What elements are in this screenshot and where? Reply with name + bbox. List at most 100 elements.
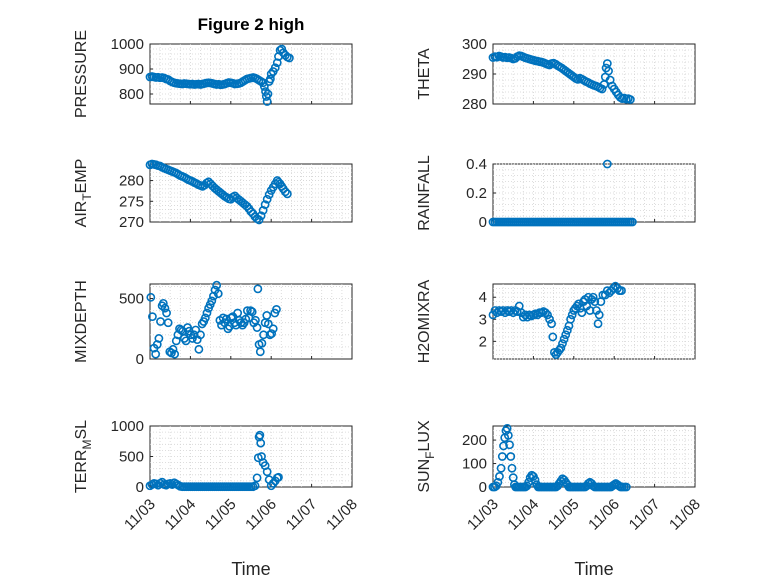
- data-point: [262, 467, 272, 477]
- data-point: [621, 482, 631, 492]
- data-point: [255, 430, 265, 440]
- data-point: [261, 87, 270, 96]
- data-point: [202, 308, 212, 318]
- data-point: [506, 306, 516, 315]
- data-point: [282, 189, 292, 199]
- data-point: [284, 53, 294, 63]
- data-point: [194, 344, 204, 354]
- y-tick-label: 280: [462, 96, 487, 113]
- y-tick-label: 275: [119, 193, 144, 210]
- data-point: [507, 463, 517, 473]
- data-point: [627, 217, 637, 227]
- data-point: [556, 343, 566, 353]
- data-point: [160, 303, 170, 313]
- data-point: [274, 472, 283, 482]
- y-axis-label: TERRMSL: [73, 420, 94, 493]
- data-point: [604, 66, 613, 76]
- y-tick-label: 290: [462, 66, 487, 83]
- series-markers: [146, 280, 281, 359]
- y-axis-label-text: SUN: [416, 459, 433, 493]
- x-tick-label: 11/03: [464, 496, 502, 534]
- data-point: [167, 480, 177, 489]
- data-point: [508, 308, 518, 318]
- y-tick-label: 500: [119, 291, 144, 308]
- y-axis-label-rest: SL: [73, 420, 90, 440]
- data-point: [152, 340, 162, 349]
- data-point: [498, 306, 508, 315]
- data-point: [200, 313, 210, 323]
- y-axis-label-text: TERR: [73, 450, 90, 494]
- data-point: [170, 349, 180, 359]
- y-axis-label: AIRTEMP: [73, 159, 94, 228]
- y-axis-label-text: MIXDEPTH: [73, 280, 90, 363]
- y-axis-label: H2OMIXRA: [416, 279, 433, 363]
- data-point: [263, 319, 273, 329]
- data-point: [252, 323, 262, 332]
- subplot-2: 280 290 300 THETA: [416, 36, 696, 113]
- y-axis-label-text: H2OMIXRA: [416, 279, 433, 363]
- data-point: [246, 306, 255, 316]
- data-point: [270, 63, 280, 73]
- data-point: [196, 330, 205, 340]
- y-axis-label-rest: EMP: [73, 159, 90, 194]
- y-tick-label: 0.2: [466, 185, 487, 202]
- subplot-7: 0 500 1000 TERRMSL 11/03 11/04 11/05 11/06 11/07…: [73, 418, 361, 534]
- data-point: [530, 475, 540, 485]
- data-point: [260, 200, 270, 209]
- data-point: [520, 310, 530, 320]
- data-point: [562, 325, 572, 335]
- data-point: [593, 319, 603, 329]
- data-point: [158, 298, 168, 308]
- y-axis-label: RAINFALL: [416, 155, 433, 231]
- data-point: [280, 187, 290, 197]
- subplot-1: 800 900 1000 PRESSURE: [73, 30, 353, 118]
- y-tick-label: 1000: [111, 418, 144, 435]
- data-point: [558, 339, 567, 348]
- series-markers: [488, 281, 626, 359]
- x-axis-label-left: Time: [231, 559, 270, 579]
- y-axis-label-subscript: M: [80, 440, 94, 450]
- data-point: [247, 307, 257, 317]
- series-markers: [488, 423, 631, 492]
- data-point: [625, 95, 635, 104]
- data-point: [191, 325, 201, 335]
- y-tick-label: 0.4: [466, 156, 487, 173]
- data-point: [583, 479, 593, 488]
- data-point: [257, 338, 267, 348]
- y-tick-label: 0: [479, 214, 487, 231]
- x-tick-label: 11/05: [545, 496, 583, 534]
- data-point: [505, 440, 514, 450]
- x-tick-label: 11/08: [323, 496, 361, 534]
- y-tick-label: 0: [136, 479, 144, 496]
- series-markers: [488, 159, 637, 227]
- data-point: [256, 211, 266, 221]
- data-point: [262, 194, 272, 204]
- x-tick-label: 11/05: [202, 496, 240, 534]
- y-tick-label: 1000: [111, 36, 144, 53]
- data-point: [163, 318, 173, 328]
- data-point: [561, 330, 571, 340]
- series-markers: [488, 51, 635, 104]
- data-point: [617, 286, 626, 296]
- data-point: [594, 310, 604, 320]
- data-point: [262, 311, 272, 320]
- data-point: [148, 312, 157, 322]
- data-point: [171, 336, 181, 346]
- subplot-8: 0 100 200 SUNFLUX 11/03 11/04 11/05 11/06 11/07 1…: [416, 420, 704, 534]
- data-point: [497, 452, 507, 461]
- y-tick-label: 100: [462, 456, 487, 473]
- data-point: [588, 292, 598, 302]
- x-tick-label: 11/07: [626, 496, 664, 534]
- data-point: [567, 310, 577, 320]
- data-point: [268, 478, 278, 488]
- data-point: [254, 215, 264, 225]
- data-point: [597, 84, 607, 94]
- data-point: [253, 284, 263, 294]
- data-point: [590, 297, 600, 307]
- x-tick-label: 11/08: [666, 496, 704, 534]
- y-tick-label: 200: [462, 432, 487, 449]
- data-point: [559, 334, 569, 344]
- subplot-5: 0 500 MIXDEPTH: [73, 280, 353, 368]
- y-tick-label: 300: [462, 36, 487, 53]
